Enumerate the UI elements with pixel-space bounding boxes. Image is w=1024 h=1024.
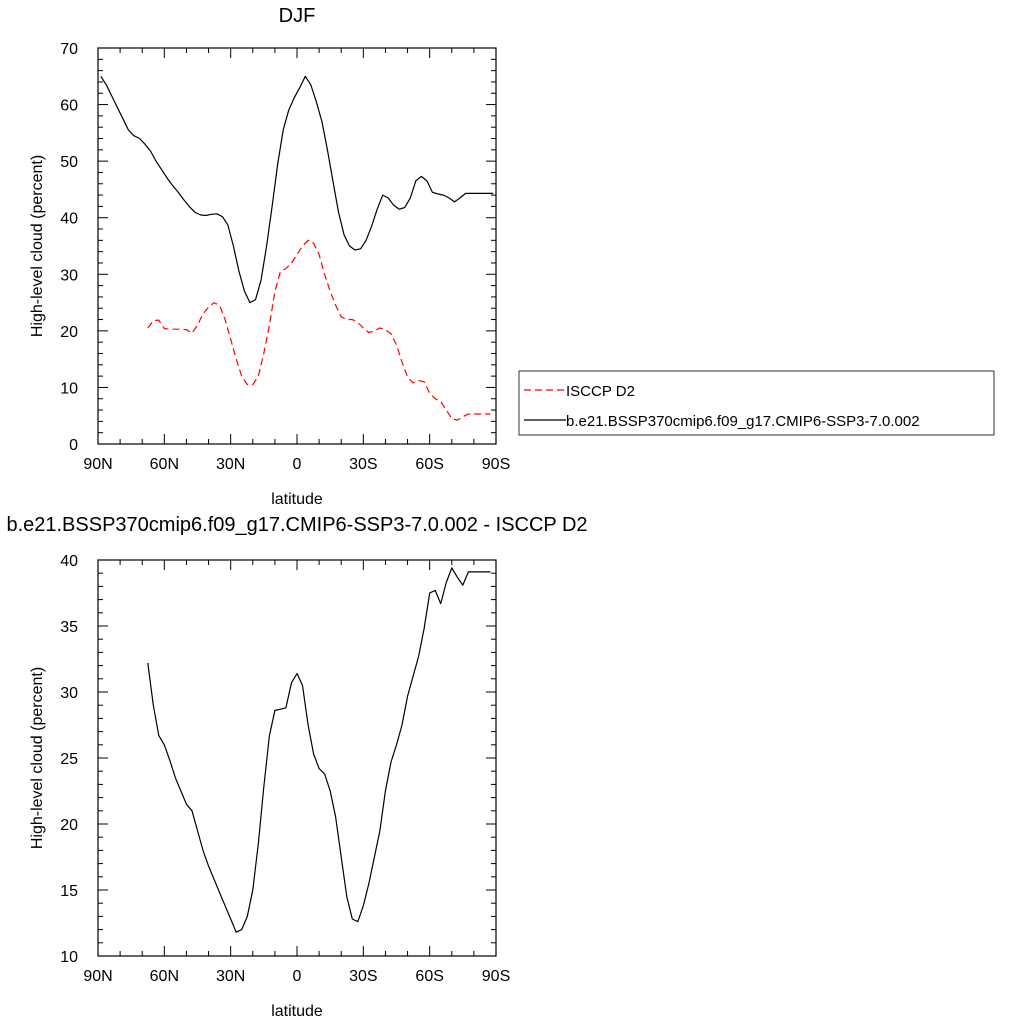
y-tick-label: 70: [60, 41, 78, 58]
legend: ISCCP D2 b.e21.BSSP370cmip6.f09_g17.CMIP…: [518, 370, 995, 436]
bottom-y-axis-title: High-level cloud (percent): [29, 667, 46, 849]
y-tick-label: 50: [60, 154, 78, 171]
y-tick-label: 25: [60, 751, 78, 768]
y-tick-label: 0: [69, 437, 78, 454]
y-tick-label: 15: [60, 883, 78, 900]
x-tick-label: 60S: [415, 456, 443, 473]
y-tick-label: 35: [60, 619, 78, 636]
x-tick-label: 0: [293, 456, 302, 473]
x-tick-label: 90S: [482, 456, 510, 473]
x-tick-label: 60S: [415, 968, 443, 985]
legend-label-model: b.e21.BSSP370cmip6.f09_g17.CMIP6-SSP3-7.…: [566, 413, 920, 430]
x-tick-label: 90N: [83, 968, 112, 985]
series-line-0-1: [100, 75, 494, 304]
x-tick-label: 30S: [349, 968, 377, 985]
x-tick-label: 90S: [482, 968, 510, 985]
x-tick-label: 30N: [216, 456, 245, 473]
y-tick-label: 20: [60, 324, 78, 341]
top-chart-title: DJF: [279, 5, 316, 27]
bottom-chart-title: b.e21.BSSP370cmip6.f09_g17.CMIP6-SSP3-7.…: [6, 514, 587, 536]
top-y-axis-title: High-level cloud (percent): [29, 155, 46, 337]
x-tick-label: 60N: [150, 456, 179, 473]
y-tick-label: 30: [60, 267, 78, 284]
y-tick-label: 60: [60, 98, 78, 115]
y-tick-label: 40: [60, 211, 78, 228]
bottom-axis-ticks: 90N 60N 30N 0 30S 60S 90S 10 15 20 25 30 35 40: [60, 553, 510, 985]
bottom-series-lines: [147, 567, 491, 933]
bottom-x-axis-title: latitude: [271, 1003, 323, 1020]
x-tick-label: 90N: [83, 456, 112, 473]
top-series-lines: [100, 75, 494, 421]
y-tick-label: 40: [60, 553, 78, 570]
top-plot-frame: [97, 47, 497, 445]
y-tick-label: 30: [60, 685, 78, 702]
x-tick-label: 0: [293, 968, 302, 985]
top-axis-ticks: 90N 60N 30N 0 30S 60S 90S 0 10 20 30 40 50 60 70: [60, 41, 510, 473]
y-tick-label: 10: [60, 949, 78, 966]
top-panel: DJF 90N 60N 30N 0 30S 60S 90S 0 10 20 30 40 50 60 70 l…: [29, 5, 995, 508]
y-tick-label: 20: [60, 817, 78, 834]
bottom-panel: b.e21.BSSP370cmip6.f09_g17.CMIP6-SSP3-7.…: [6, 514, 587, 1020]
legend-label-isccp: ISCCP D2: [566, 383, 635, 400]
x-tick-label: 30N: [216, 968, 245, 985]
y-tick-label: 10: [60, 380, 78, 397]
series-line-0-0: [147, 239, 491, 421]
bottom-plot-frame: [97, 559, 497, 957]
legend-box: [518, 370, 995, 436]
x-tick-label: 60N: [150, 968, 179, 985]
x-tick-label: 30S: [349, 456, 377, 473]
top-x-axis-title: latitude: [271, 491, 323, 508]
series-line-1-0: [147, 567, 491, 933]
